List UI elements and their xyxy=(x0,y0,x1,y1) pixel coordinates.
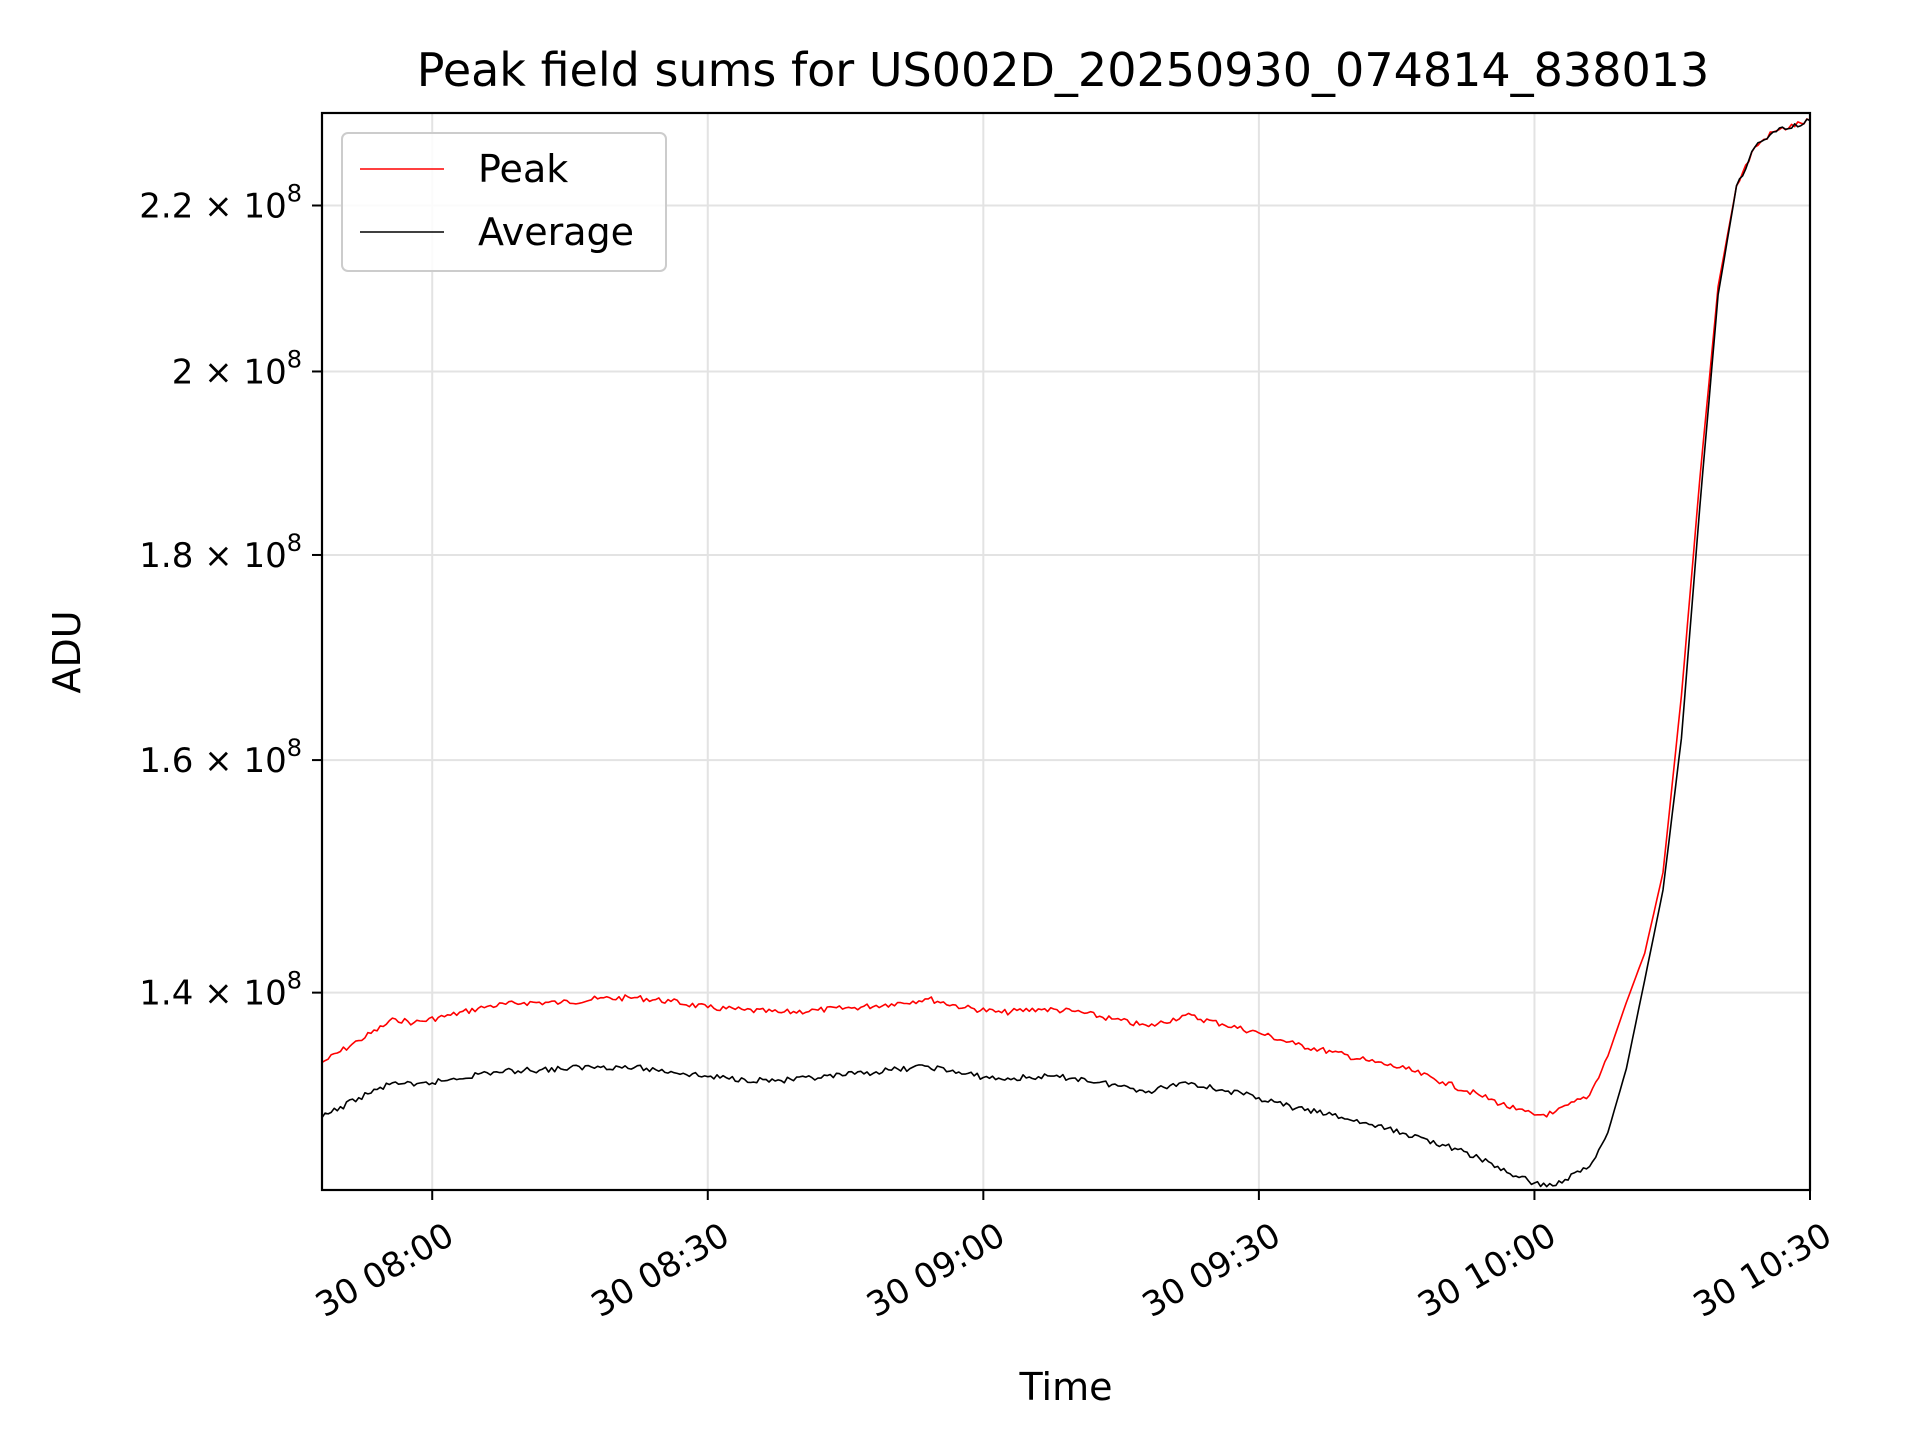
y-tick-mantissa: 2.2 xyxy=(139,186,193,226)
x-axis-label: Time xyxy=(1019,1365,1113,1409)
y-tick-times: × xyxy=(193,186,243,226)
legend-frame xyxy=(341,132,667,272)
x-tick-label: 30 09:00 xyxy=(860,1215,1012,1326)
series-line-average xyxy=(321,118,1811,1188)
legend: Peak Average xyxy=(341,132,667,272)
series-layer xyxy=(321,118,1811,1188)
y-tick-exponent: 8 xyxy=(287,179,302,207)
y-tick-times: × xyxy=(193,741,243,781)
y-tick-mantissa: 1.8 xyxy=(139,536,193,576)
y-tick-mantissa: 1.6 xyxy=(139,741,193,781)
y-tick-label: 1.8 × 108 xyxy=(139,529,302,576)
y-tick-base: 10 xyxy=(243,741,286,781)
x-tick-label: 30 08:00 xyxy=(309,1215,461,1326)
y-tick-base: 10 xyxy=(243,186,286,226)
x-tick-label: 30 10:00 xyxy=(1411,1215,1563,1326)
grid-layer xyxy=(322,113,1811,1190)
series-line-peak xyxy=(321,118,1811,1118)
y-tick-label: 1.6 × 108 xyxy=(139,734,302,781)
y-tick-exponent: 8 xyxy=(287,967,302,995)
y-tick-base: 10 xyxy=(243,352,286,392)
y-axis-label: ADU xyxy=(45,610,89,693)
y-tick-mantissa: 1.4 xyxy=(139,974,193,1014)
x-axis-ticks: 30 08:00 30 08:30 30 09:00 30 09:30 30 10:00… xyxy=(309,1190,1839,1326)
y-tick-times: × xyxy=(193,352,243,392)
y-tick-times: × xyxy=(193,974,243,1014)
y-tick-exponent: 8 xyxy=(287,345,302,373)
y-tick-label: 2 × 108 xyxy=(172,345,302,392)
y-tick-label: 2.2 × 108 xyxy=(139,179,302,226)
y-tick-exponent: 8 xyxy=(287,529,302,557)
y-tick-base: 10 xyxy=(243,974,286,1014)
legend-label-peak: Peak xyxy=(478,147,568,191)
y-tick-label: 1.4 × 108 xyxy=(139,967,302,1014)
legend-label-average: Average xyxy=(478,210,634,254)
y-tick-exponent: 8 xyxy=(287,734,302,762)
x-tick-label: 30 08:30 xyxy=(585,1215,737,1326)
y-tick-times: × xyxy=(193,536,243,576)
y-tick-base: 10 xyxy=(243,536,286,576)
x-tick-label: 30 10:30 xyxy=(1687,1215,1839,1326)
plot-area-frame xyxy=(320,111,1812,1192)
y-tick-mantissa: 2 xyxy=(172,352,194,392)
chart-title: Peak field sums for US002D_20250930_0748… xyxy=(417,43,1710,97)
x-tick-label: 30 09:30 xyxy=(1136,1215,1288,1326)
